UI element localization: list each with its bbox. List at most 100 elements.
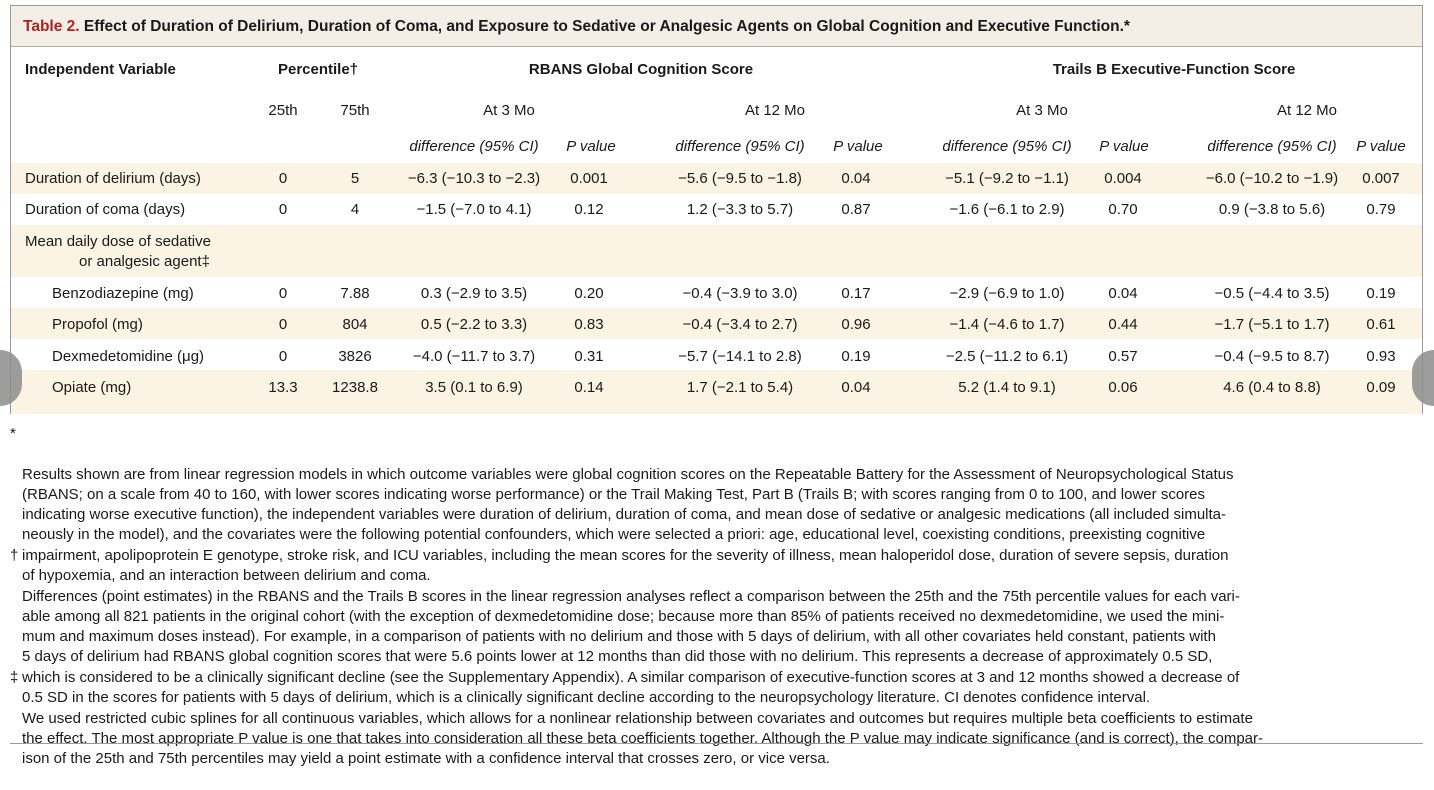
cell-p25: 0 [278,316,288,333]
row-label: Opiate (mg) [52,379,132,396]
cell-rbans-12mo-p: 0.04 [841,170,871,187]
row-label: Benzodiazepine (mg) [52,285,194,302]
header-percentile: Percentile† [277,61,359,78]
cell-rbans-12mo-diff: −5.6 (−9.5 to −1.8) [678,170,802,187]
cell-rbans-3mo-p: 0.31 [574,348,604,365]
cell-trails-3mo-p: 0.57 [1108,348,1138,365]
cell-rbans-12mo-p: 0.19 [841,348,871,365]
cell-trails-12mo-p: 0.007 [1362,170,1400,187]
cell-p75: 4 [350,201,360,218]
row-label: Propofol (mg) [52,316,143,333]
row-label-line2: or analgesic agent‡ [79,253,210,270]
cell-p75: 1238.8 [332,379,378,396]
row-stripe [11,308,1422,339]
header-difference: difference (95% CI) [1207,138,1337,155]
footnote-symbol: ‡ [10,669,19,686]
header-independent-variable: Independent Variable [25,61,176,78]
cell-rbans-12mo-diff: −0.4 (−3.4 to 2.7) [682,316,798,333]
cell-p75: 3826 [338,348,372,365]
cell-rbans-3mo-diff: 3.5 (0.1 to 6.9) [425,379,523,396]
header-pvalue: P value [1099,138,1149,155]
header-trails: Trails B Executive-Function Score [1052,61,1296,78]
previous-page-button[interactable] [0,350,22,406]
cell-p25: 0 [278,201,288,218]
header-rbans-3mo: At 3 Mo [483,102,535,119]
cell-rbans-12mo-p: 0.96 [841,316,871,333]
row-stripe [11,163,1422,194]
table-title-text: Effect of Duration of Delirium, Duration… [83,18,1130,35]
cell-rbans-12mo-diff: −0.4 (−3.9 to 3.0) [682,285,798,302]
cell-p75: 7.88 [340,285,370,302]
cell-trails-3mo-diff: −5.1 (−9.2 to −1.1) [945,170,1069,187]
cell-rbans-12mo-p: 0.17 [841,285,871,302]
cell-rbans-12mo-p: 0.04 [841,379,871,396]
header-p25: 25th [268,102,298,119]
row-label: Duration of coma (days) [25,201,186,218]
cell-trails-12mo-p: 0.61 [1366,316,1396,333]
cell-rbans-3mo-p: 0.12 [574,201,604,218]
cell-trails-12mo-p: 0.79 [1366,201,1396,218]
cell-trails-3mo-diff: −2.9 (−6.9 to 1.0) [949,285,1065,302]
cell-trails-3mo-diff: 5.2 (1.4 to 9.1) [958,379,1056,396]
header-pvalue: P value [833,138,883,155]
cell-trails-12mo-diff: −0.5 (−4.4 to 3.5) [1214,285,1330,302]
cell-rbans-3mo-p: 0.20 [574,285,604,302]
cell-rbans-12mo-p: 0.87 [841,201,871,218]
cell-p75: 804 [342,316,368,333]
row-stripe [11,225,1422,277]
row-label-line1: Mean daily dose of sedative [25,233,211,250]
cell-rbans-3mo-p: 0.83 [574,316,604,333]
cell-p25: 0 [278,170,288,187]
cell-trails-3mo-p: 0.04 [1108,285,1138,302]
cell-trails-3mo-p: 0.06 [1108,379,1138,396]
footnote-dagger: † Differences (point estimates) in the R… [10,546,1424,729]
cell-rbans-3mo-diff: −4.0 (−11.7 to 3.7) [412,348,536,365]
header-pvalue: P value [566,138,616,155]
cell-rbans-3mo-diff: 0.5 (−2.2 to 3.3) [420,316,528,333]
header-trails-3mo: At 3 Mo [1016,102,1068,119]
footnote-text: Results shown are from linear regression… [22,465,1234,585]
cell-rbans-12mo-diff: 1.2 (−3.3 to 5.7) [686,201,794,218]
header-difference: difference (95% CI) [675,138,805,155]
header-difference: difference (95% CI) [942,138,1072,155]
cell-trails-12mo-p: 0.93 [1366,348,1396,365]
header-p75: 75th [340,102,370,119]
footnote-symbol: * [10,425,16,442]
footnote-double-dagger: ‡ We used restricted cubic splines for a… [10,668,1424,790]
row-label: Dexmedetomidine (μg) [52,348,205,365]
cell-rbans-12mo-diff: 1.7 (−2.1 to 5.4) [686,379,794,396]
row-stripe [11,370,1422,414]
cell-trails-12mo-diff: 4.6 (0.4 to 8.8) [1223,379,1321,396]
cell-rbans-3mo-p: 0.001 [570,170,608,187]
cell-p25: 0 [278,348,288,365]
cell-rbans-3mo-diff: −1.5 (−7.0 to 4.1) [416,201,532,218]
cell-trails-12mo-diff: −6.0 (−10.2 to −1.9) [1205,170,1339,187]
cell-trails-12mo-p: 0.09 [1366,379,1396,396]
cell-trails-3mo-diff: −2.5 (−11.2 to 6.1) [945,348,1069,365]
cell-trails-3mo-p: 0.70 [1108,201,1138,218]
cell-trails-3mo-p: 0.44 [1108,316,1138,333]
table-frame: Table 2. Effect of Duration of Delirium,… [10,5,1423,414]
row-label: Duration of delirium (days) [25,170,201,187]
next-page-button[interactable] [1412,350,1434,406]
header-trails-12mo: At 12 Mo [1276,102,1338,119]
footnote-symbol: † [10,547,19,564]
cell-trails-12mo-diff: −1.7 (−5.1 to 1.7) [1214,316,1330,333]
table-title: Table 2. Effect of Duration of Delirium,… [11,6,1422,47]
table-number: Table 2. [23,18,80,35]
cell-trails-12mo-p: 0.19 [1366,285,1396,302]
cell-p75: 5 [350,170,360,187]
header-difference: difference (95% CI) [409,138,539,155]
header-rbans-12mo: At 12 Mo [744,102,806,119]
cell-rbans-12mo-diff: −5.7 (−14.1 to 2.8) [678,348,802,365]
cell-trails-3mo-diff: −1.6 (−6.1 to 2.9) [949,201,1065,218]
cell-rbans-3mo-p: 0.14 [574,379,604,396]
cell-trails-3mo-diff: −1.4 (−4.6 to 1.7) [949,316,1065,333]
cell-rbans-3mo-diff: 0.3 (−2.9 to 3.5) [420,285,528,302]
bottom-rule [10,743,1423,744]
cell-p25: 0 [278,285,288,302]
cell-trails-12mo-diff: 0.9 (−3.8 to 5.6) [1218,201,1326,218]
cell-rbans-3mo-diff: −6.3 (−10.3 to −2.3) [407,170,541,187]
header-rbans: RBANS Global Cognition Score [528,61,754,78]
cell-trails-3mo-p: 0.004 [1104,170,1142,187]
